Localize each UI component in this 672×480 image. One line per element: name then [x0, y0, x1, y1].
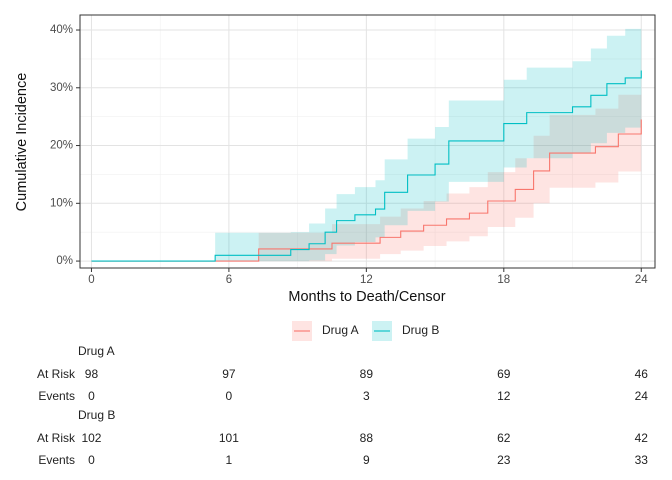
x-tick-label: 18	[497, 274, 510, 286]
risk-count: 0	[226, 389, 233, 403]
row-label: Events	[38, 453, 75, 467]
confidence-band	[91, 20, 642, 262]
stratum-title: Drug B	[78, 408, 115, 422]
risk-count: 24	[635, 389, 649, 403]
risk-count: 69	[497, 367, 511, 381]
risk-count: 89	[360, 367, 374, 381]
risk-count: 33	[635, 453, 649, 467]
y-tick-label: 40%	[50, 24, 73, 36]
risk-count: 42	[635, 431, 649, 445]
risk-count: 62	[497, 431, 511, 445]
legend-label: Drug B	[402, 323, 439, 337]
risk-count: 0	[88, 389, 95, 403]
y-axis-title: Cumulative Incidence	[14, 73, 30, 212]
panel	[80, 15, 655, 268]
risk-count: 9	[363, 453, 370, 467]
y-tick-label: 0%	[56, 255, 73, 267]
risk-count: 0	[88, 453, 95, 467]
row-label: At Risk	[37, 431, 76, 445]
x-tick-label: 6	[226, 274, 232, 286]
y-tick-label: 20%	[50, 140, 73, 152]
risk-count: 23	[497, 453, 511, 467]
legend-label: Drug A	[322, 323, 359, 337]
panel-border	[79, 14, 656, 269]
x-axis-title: Months to Death/Censor	[288, 289, 445, 305]
row-label: At Risk	[37, 367, 76, 381]
y-tick-label: 10%	[50, 197, 73, 209]
y-tick-label: 30%	[50, 82, 73, 94]
risk-count: 97	[222, 367, 236, 381]
risk-count: 12	[497, 389, 511, 403]
risk-count: 3	[363, 389, 370, 403]
incidence-line	[91, 70, 642, 262]
row-label: Events	[38, 389, 75, 403]
x-tick-label: 12	[360, 274, 373, 286]
x-tick-label: 0	[88, 274, 94, 286]
risk-count: 101	[219, 431, 239, 445]
incidence-line	[91, 119, 642, 262]
risk-count: 102	[81, 431, 101, 445]
confidence-band	[91, 79, 642, 262]
risk-count: 1	[226, 453, 233, 467]
risk-count: 46	[635, 367, 649, 381]
risk-count: 98	[85, 367, 99, 381]
risk-count: 88	[360, 431, 374, 445]
x-tick-label: 24	[635, 274, 648, 286]
stratum-title: Drug A	[78, 344, 115, 358]
